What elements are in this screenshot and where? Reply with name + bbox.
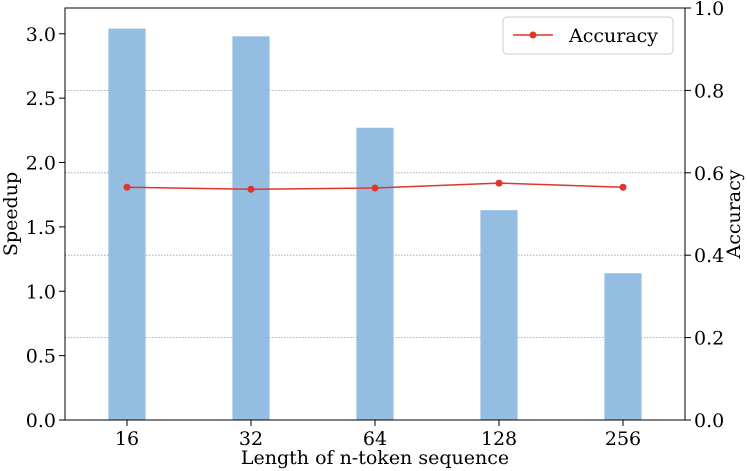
x-tick-label: 16 <box>115 428 139 450</box>
x-tick-label: 32 <box>239 428 263 450</box>
speedup-bar <box>604 273 642 420</box>
x-axis: 16 32 64 128 256 <box>115 420 641 450</box>
accuracy-point <box>123 183 131 191</box>
left-tick-label: 3.0 <box>26 24 56 46</box>
left-tick-label: 0.5 <box>26 346 56 368</box>
x-tick-label: 64 <box>363 428 387 450</box>
right-axis: 0.0 0.2 0.4 0.6 0.8 1.0 <box>685 0 724 432</box>
accuracy-point <box>619 183 627 191</box>
x-tick-label: 256 <box>605 428 641 450</box>
right-tick-label: 0.6 <box>694 163 724 185</box>
right-tick-label: 0.2 <box>694 328 724 350</box>
y-axis-title: Speedup <box>0 172 22 256</box>
left-tick-label: 1.5 <box>26 217 56 239</box>
legend: Accuracy <box>502 16 674 55</box>
legend-label: Accuracy <box>568 25 658 47</box>
accuracy-point <box>371 184 379 192</box>
speedup-bar <box>356 127 394 421</box>
right-tick-label: 0.0 <box>694 410 724 432</box>
right-tick-label: 0.4 <box>694 245 724 267</box>
x-tick-label: 128 <box>481 428 517 450</box>
bars-layer <box>108 28 642 421</box>
speedup-bar <box>108 28 146 420</box>
right-tick-label: 1.0 <box>694 0 724 20</box>
accuracy-point <box>247 185 255 193</box>
legend-box <box>502 16 674 55</box>
speedup-bar <box>480 210 518 420</box>
left-tick-label: 2.0 <box>26 153 56 175</box>
speedup-bar <box>232 36 270 420</box>
left-tick-label: 1.0 <box>26 281 56 303</box>
x-axis-title: Length of n-token sequence <box>241 447 509 469</box>
left-tick-label: 0.0 <box>26 410 56 432</box>
legend-marker-swatch <box>529 31 537 39</box>
y2-axis-title: Accuracy <box>723 169 745 259</box>
accuracy-point <box>495 179 503 187</box>
left-tick-label: 2.5 <box>26 88 56 110</box>
left-axis: 0.0 0.5 1.0 1.5 2.0 2.5 3.0 <box>26 24 65 432</box>
accuracy-line-layer <box>123 179 627 193</box>
right-tick-label: 0.8 <box>694 80 724 102</box>
